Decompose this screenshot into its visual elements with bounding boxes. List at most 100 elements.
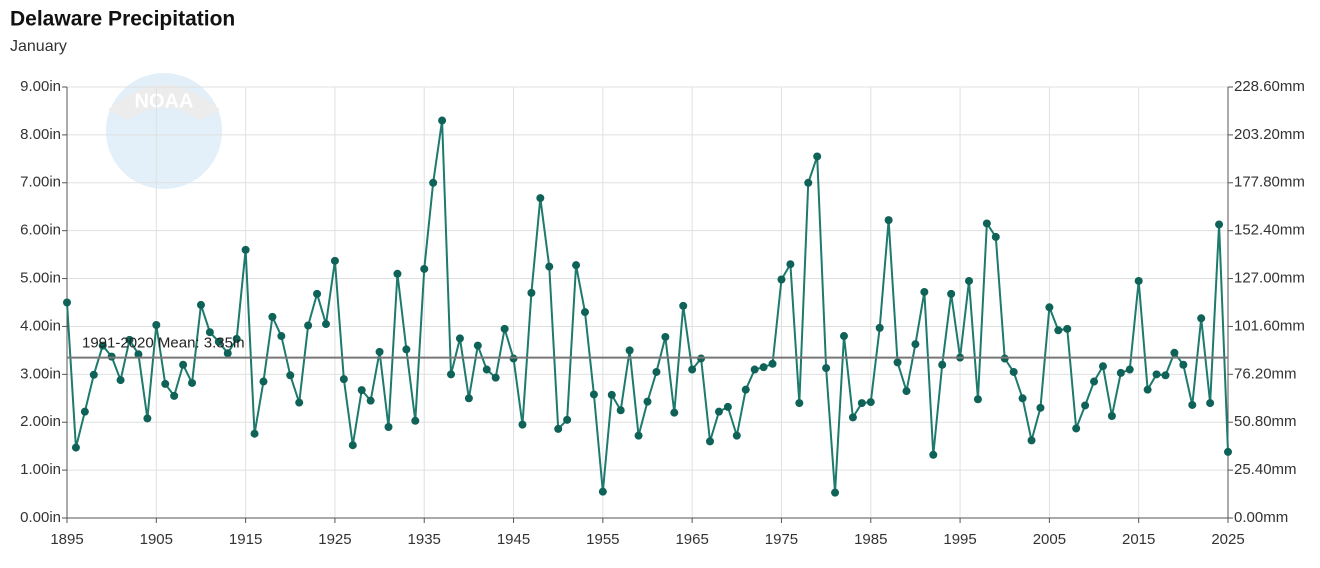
data-point [1116,368,1125,377]
data-point [357,386,366,395]
data-point [411,416,420,425]
logo-circle [106,73,222,189]
y-tick-label: 2.00in [20,413,61,430]
data-point [839,332,848,341]
data-point [1215,220,1224,229]
data-point [491,373,500,382]
x-tick-label: 1955 [586,531,619,548]
y-tick-label: 5.00in [20,270,61,287]
data-line [66,120,1229,493]
data-point [536,194,545,203]
y2-tick-label: 101.60mm [1234,317,1305,334]
data-point [822,364,831,373]
data-point [1134,276,1143,285]
y2-tick-label: 50.80mm [1234,413,1297,430]
data-point [598,487,607,496]
data-point [965,276,974,285]
data-point [339,375,348,384]
data-point [973,395,982,404]
data-point [134,350,143,359]
y2-tick-label: 0.00mm [1234,509,1288,526]
data-point [1009,367,1018,376]
data-point [482,365,491,374]
data-point [429,178,438,187]
data-point [991,232,1000,241]
data-point [706,437,715,446]
data-point [768,359,777,368]
data-point [929,450,938,459]
data-point [71,443,80,452]
data-point [875,323,884,332]
mean-label: 1991-2020 Mean: 3.35in [82,335,245,352]
data-point [804,178,813,187]
watermark-logo: NOAA [106,73,222,189]
data-point [455,334,464,343]
data-point [589,390,598,399]
data-point [295,398,304,407]
x-tick-label: 1975 [765,531,798,548]
data-point [831,488,840,497]
data-point [393,269,402,278]
data-point [214,337,223,346]
data-point [554,424,563,433]
data-point [1107,411,1116,420]
data-point [563,415,572,424]
data-point [634,431,643,440]
data-point [1054,326,1063,335]
x-tick-label: 1985 [854,531,887,548]
data-point [813,152,822,161]
y-tick-label: 8.00in [20,126,61,143]
data-point [125,335,134,344]
data-point [857,399,866,408]
logo-text: NOAA [135,90,194,112]
data-point [188,378,197,387]
data-point [500,324,509,333]
x-tick-label: 2025 [1211,531,1244,548]
data-point [1090,377,1099,386]
x-tick-label: 2015 [1122,531,1155,548]
data-point [89,370,98,379]
data-point [116,376,125,385]
data-point [286,371,295,380]
data-point [607,390,616,399]
data-point [1045,303,1054,312]
y2-tick-label: 228.60mm [1234,78,1305,95]
data-point [80,407,89,416]
data-point [920,287,929,296]
data-point [643,397,652,406]
data-point [1179,360,1188,369]
y-tick-label: 6.00in [20,222,61,239]
data-point [893,358,902,367]
x-tick-label: 1945 [497,531,530,548]
data-point [527,288,536,297]
data-point [1027,436,1036,445]
data-point [661,332,670,341]
data-point [732,431,741,440]
data-point [438,116,447,125]
data-point [572,261,581,270]
data-point [63,298,71,307]
y-tick-label: 0.00in [20,509,61,526]
data-point [1206,399,1215,408]
chart-subtitle: January [10,38,67,55]
data-point [1152,370,1161,379]
data-point [1143,385,1152,394]
data-point [1063,324,1072,333]
x-tick-label: 1935 [408,531,441,548]
data-point [1125,365,1134,374]
data-point [911,340,920,349]
data-point [652,367,661,376]
data-point [866,398,875,407]
data-point [241,245,250,254]
data-point [679,301,688,310]
y2-tick-label: 76.20mm [1234,365,1297,382]
data-point [250,429,259,438]
data-point [759,363,768,372]
data-point [884,216,893,225]
data-point [518,420,527,429]
data-point [1072,424,1081,433]
y-tick-label: 3.00in [20,365,61,382]
data-point [1098,362,1107,371]
